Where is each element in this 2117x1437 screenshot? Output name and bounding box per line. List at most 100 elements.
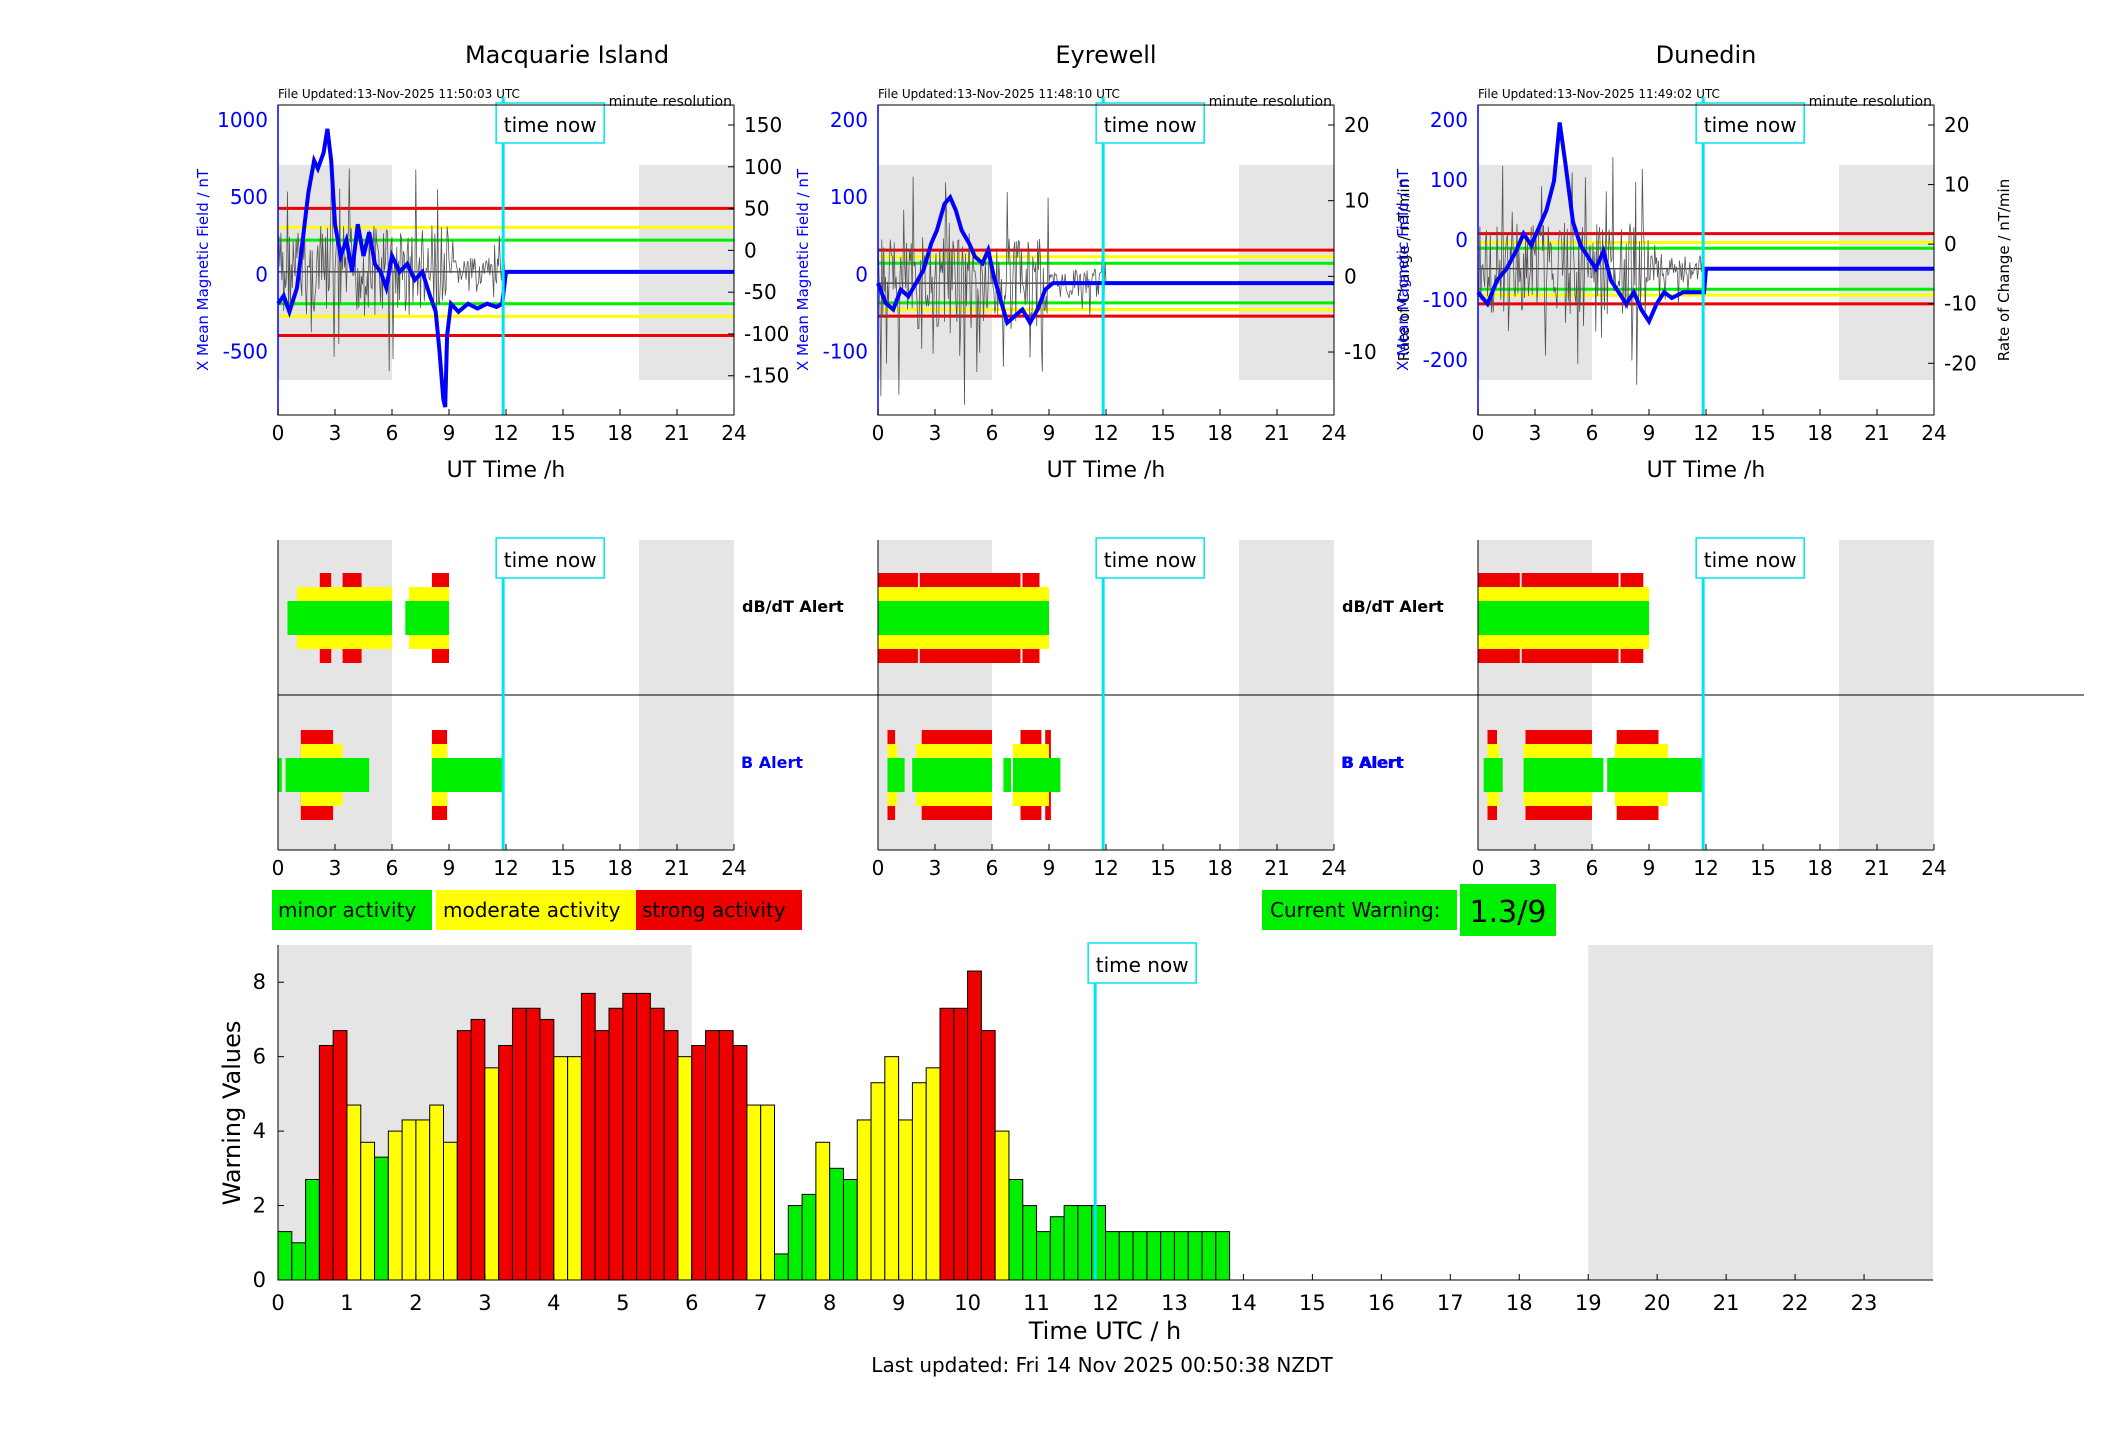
left-tick-label: 100 <box>830 185 868 209</box>
night-shade <box>1239 165 1334 380</box>
x-tick-label: 0 <box>272 856 285 880</box>
warning-bar <box>1022 1205 1038 1281</box>
warning-bar <box>1132 1231 1148 1281</box>
warning-bar <box>898 1119 913 1281</box>
x-tick-label: 15 <box>1750 856 1775 880</box>
legend-minor-label: minor activity <box>278 898 416 922</box>
file-updated-text: File Updated:13-Nov-2025 11:48:10 UTC <box>878 87 1120 101</box>
right-axis-label: Rate of Change / nT/min <box>1995 179 2013 361</box>
b-minor-bar <box>1003 758 1011 792</box>
x-tick-label: 21 <box>1864 856 1889 880</box>
time-now-label: time now <box>1704 113 1797 137</box>
right-tick-label: 0 <box>1344 264 1357 288</box>
time-now-box <box>495 537 605 579</box>
field-series-line <box>276 128 734 408</box>
station-title: Dunedin <box>1656 41 1757 69</box>
warning-bar <box>718 1030 734 1281</box>
x-tick-label: 21 <box>664 856 689 880</box>
x-tick-label: 14 <box>1230 1291 1257 1315</box>
right-tick-label: -10 <box>1944 292 1977 316</box>
night-shade <box>1588 945 1933 1280</box>
warning-bar <box>829 1167 844 1281</box>
left-tick-label: 0 <box>855 262 868 286</box>
warning-bar <box>732 1045 748 1281</box>
x-tick-label: 24 <box>1921 421 1946 445</box>
warning-bar <box>636 992 651 1281</box>
warning-bar <box>1063 1205 1079 1281</box>
x-tick-label: 12 <box>1693 421 1718 445</box>
x-tick-label: 6 <box>986 421 999 445</box>
file-updated-text: File Updated:13-Nov-2025 11:50:03 UTC <box>278 87 520 101</box>
left-tick-label: 200 <box>1430 108 1468 132</box>
alert-plot: time now 0 3 6 9 12 15 18 21 24 <box>1472 537 2084 880</box>
b-minor-bar <box>887 758 905 792</box>
y-tick-label: 0 <box>253 1268 266 1292</box>
current-warning-label: Current Warning: <box>1270 898 1440 922</box>
x-tick-label: 2 <box>409 1291 422 1315</box>
alert-panel-macquarie: time now 0 3 6 9 12 15 18 21 24 dB/dT Alert <box>272 537 884 880</box>
y-tick-label: 4 <box>253 1119 266 1143</box>
x-tick-label: 9 <box>1643 856 1656 880</box>
warning-bar <box>525 1007 541 1281</box>
b-alert-label: B Alert <box>741 753 803 772</box>
x-tick-label: 23 <box>1851 1291 1878 1315</box>
x-tick-label: 21 <box>664 421 689 445</box>
warning-bar <box>815 1141 831 1281</box>
station-panel-dunedin: Dunedin File Updated:13-Nov-2025 11:49:0… <box>1394 41 2013 483</box>
alert-plot: time now 0 3 6 9 12 15 18 21 24 <box>872 537 1484 880</box>
station-panel-macquarie: Macquarie Island File Updated:13-Nov-202… <box>194 41 789 483</box>
rate-of-change-trace <box>1477 157 1707 385</box>
x-tick-label: 15 <box>1150 856 1175 880</box>
y-tick-label: 6 <box>253 1045 266 1069</box>
x-tick-label: 9 <box>443 421 456 445</box>
x-tick-label: 13 <box>1161 1291 1188 1315</box>
b-minor-bar <box>1607 758 1705 792</box>
x-tick-label: 18 <box>1207 856 1232 880</box>
warning-bar <box>1201 1231 1217 1281</box>
warning-bar <box>911 1082 927 1281</box>
x-tick-label: 3 <box>478 1291 491 1315</box>
b-minor-bar <box>285 758 370 792</box>
left-tick-label: 1000 <box>217 108 268 132</box>
right-tick-label: -150 <box>744 364 789 388</box>
alert-panel-dunedin: time now 0 3 6 9 12 15 18 21 24 <box>1472 537 2084 880</box>
current-warning-value: 1.3/9 <box>1470 895 1547 930</box>
right-tick-label: 20 <box>1344 113 1369 137</box>
x-tick-label: 16 <box>1368 1291 1395 1315</box>
legend-strong-label: strong activity <box>642 898 786 922</box>
time-now-box <box>1095 102 1205 144</box>
resolution-text: minute resolution <box>609 94 732 110</box>
x-tick-label: 21 <box>1864 421 1889 445</box>
x-tick-label: 9 <box>892 1291 905 1315</box>
right-tick-label: 20 <box>1944 113 1969 137</box>
x-tick-label: 3 <box>1529 856 1542 880</box>
warning-bar <box>994 1130 1010 1281</box>
right-tick-label: 10 <box>1944 173 1969 197</box>
warning-bar <box>691 1045 707 1281</box>
x-tick-label: 3 <box>1529 421 1542 445</box>
left-tick-label: -100 <box>1423 288 1468 312</box>
warning-bar <box>443 1141 458 1281</box>
warning-bar <box>1187 1231 1203 1281</box>
warning-bar <box>429 1104 444 1281</box>
warning-bar <box>1118 1231 1134 1281</box>
ut-axis-label: UT Time /h <box>447 458 566 483</box>
x-tick-label: 6 <box>986 856 999 880</box>
warning-bar <box>1173 1231 1189 1281</box>
warning-bar <box>1077 1205 1093 1281</box>
x-tick-label: 9 <box>1643 421 1656 445</box>
warning-bar <box>318 1045 334 1281</box>
y-tick-label: 8 <box>253 970 266 994</box>
x-tick-label: 11 <box>1023 1291 1050 1315</box>
resolution-text: minute resolution <box>1209 94 1332 110</box>
right-tick-label: 0 <box>744 238 757 262</box>
warning-bar <box>774 1253 789 1281</box>
warning-bar <box>980 1030 996 1281</box>
current-warning-value-box <box>1460 884 1556 936</box>
time-now-box <box>1695 102 1805 144</box>
x-tick-label: 15 <box>1750 421 1775 445</box>
warning-bar <box>705 1030 720 1281</box>
right-tick-label: 150 <box>744 113 782 137</box>
